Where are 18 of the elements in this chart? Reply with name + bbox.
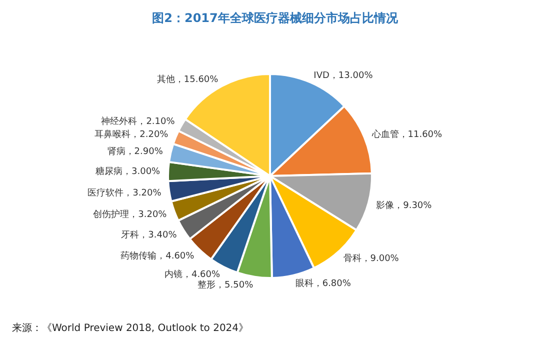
- slice-label: 糖尿病，3.00%: [96, 166, 161, 178]
- slice-label: 肾病，2.90%: [107, 146, 164, 157]
- slice-label: 药物传输，4.60%: [120, 250, 195, 262]
- slice-label: 心血管，11.60%: [370, 129, 443, 140]
- source-note: 来源：《World Preview 2018, Outlook to 2024》: [12, 322, 249, 334]
- slice-label: 内镜，4.60%: [164, 269, 221, 280]
- slice-label: IVD，13.00%: [314, 71, 374, 82]
- slice-label: 创伤护理，3.20%: [93, 208, 168, 220]
- slice-label: 神经外科，2.10%: [101, 116, 176, 127]
- slice-label: 牙科，3.40%: [121, 229, 178, 240]
- slice-label: 影像，9.30%: [376, 200, 432, 212]
- chart-title: 图2：2017年全球医疗器械细分市场占比情况: [152, 11, 399, 25]
- slice-label: 其他，15.60%: [156, 74, 219, 85]
- slice-label: 整形，5.50%: [198, 280, 254, 291]
- slice-label: 骨科，9.00%: [343, 253, 400, 264]
- slice-label: 耳鼻喉科，2.20%: [94, 129, 169, 140]
- slice-label: 医疗软件，3.20%: [88, 188, 162, 199]
- slice-label: 眼科，6.80%: [295, 278, 352, 290]
